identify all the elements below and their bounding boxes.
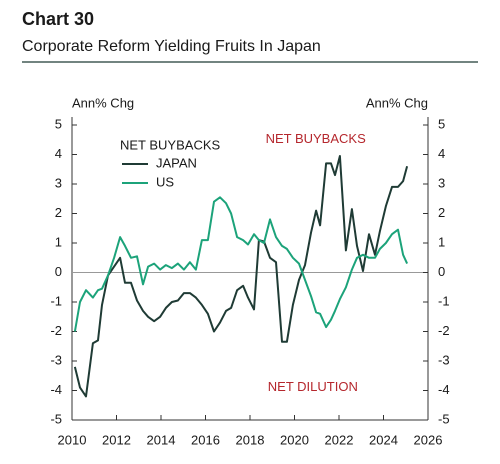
y2-tick-label: 2 — [438, 205, 445, 220]
y-tick-label: -4 — [50, 382, 62, 397]
x-tick-label: 2012 — [102, 432, 131, 447]
chart-subtitle: Corporate Reform Yielding Fruits In Japa… — [22, 38, 321, 55]
x-tick-label: 2018 — [236, 432, 265, 447]
y2-tick-label: -3 — [438, 352, 450, 367]
y-tick-label: 5 — [55, 116, 62, 131]
y2-axis-label: Ann% Chg — [366, 95, 428, 110]
y2-tick-label: 3 — [438, 175, 445, 190]
annotation: NET DILUTION — [268, 379, 358, 394]
y2-tick-label: -1 — [438, 293, 450, 308]
y-tick-label: 1 — [55, 234, 62, 249]
y-tick-label: -5 — [50, 411, 62, 426]
y-tick-label: 4 — [55, 146, 62, 161]
y-tick-label: 2 — [55, 205, 62, 220]
x-tick-label: 2024 — [369, 432, 398, 447]
x-tick-label: 2014 — [147, 432, 176, 447]
legend-title: NET BUYBACKS — [120, 137, 221, 152]
y-tick-label: -3 — [50, 352, 62, 367]
y2-tick-label: -2 — [438, 323, 450, 338]
y-tick-label: -2 — [50, 323, 62, 338]
y2-tick-label: 1 — [438, 234, 445, 249]
x-tick-label: 2020 — [280, 432, 309, 447]
y-tick-label: 0 — [55, 264, 62, 279]
x-tick-label: 2010 — [58, 432, 87, 447]
line-series — [73, 155, 409, 398]
annotation: NET BUYBACKS — [266, 131, 367, 146]
x-tick-label: 2026 — [414, 432, 443, 447]
y-tick-label: -1 — [50, 293, 62, 308]
y2-tick-label: -5 — [438, 411, 450, 426]
x-tick-label: 2016 — [191, 432, 220, 447]
line-series — [73, 196, 409, 332]
legend-label: JAPAN — [156, 155, 197, 170]
x-tick-label: 2022 — [325, 432, 354, 447]
y2-tick-label: 4 — [438, 146, 445, 161]
legend-label: US — [156, 174, 174, 189]
y-tick-label: 3 — [55, 175, 62, 190]
y-axis-label: Ann% Chg — [72, 95, 134, 110]
chart-title: Chart 30 — [22, 9, 94, 29]
y2-tick-label: 5 — [438, 116, 445, 131]
y2-tick-label: -4 — [438, 382, 450, 397]
y2-tick-label: 0 — [438, 264, 445, 279]
